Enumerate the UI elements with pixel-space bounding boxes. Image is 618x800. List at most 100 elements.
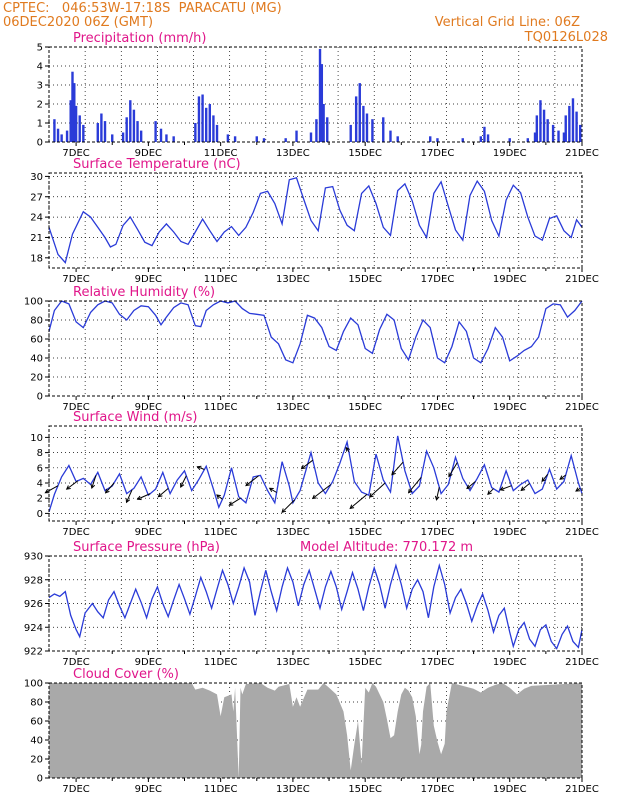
wind-vector	[500, 485, 512, 491]
precipitation-ytick-label: 3	[37, 81, 43, 92]
precipitation-bar	[349, 124, 352, 142]
precipitation-ytick-label: 1	[37, 119, 43, 130]
humidity-ytick-label: 40	[30, 354, 43, 365]
humidity-xtick-label: 15DEC	[348, 402, 382, 413]
precipitation-bar	[322, 104, 325, 142]
pressure-ytick-label: 928	[24, 575, 43, 586]
cloud-plot-frame	[48, 682, 583, 779]
pressure-xtick-label: 15DEC	[348, 657, 382, 668]
cloud-xtick-label: 15DEC	[348, 784, 382, 795]
wind-vector	[369, 482, 386, 498]
humidity-series-line	[48, 300, 583, 364]
run-date-label: 06DEC2020 06Z (GMT)	[3, 15, 154, 30]
precipitation-ytick-label: 2	[37, 100, 43, 111]
temperature-xtick-label: 9DEC	[135, 274, 162, 285]
temperature-xtick-label: 15DEC	[348, 274, 382, 285]
pressure-xtick-label: 17DEC	[421, 657, 455, 668]
wind-vector-head	[65, 485, 71, 490]
precipitation-bar	[320, 64, 324, 142]
precipitation-bar	[154, 121, 157, 142]
precipitation-bar	[382, 117, 385, 142]
precipitation-bar	[159, 128, 163, 142]
precipitation-bar	[389, 130, 392, 142]
wind-vector	[349, 494, 368, 509]
precipitation-bar	[100, 113, 103, 142]
wind-vector-head	[300, 464, 306, 470]
header: CPTEC: 046:53W-17:18S PARACATU (MG) 06DE…	[0, 0, 618, 50]
cloud-ytick-label: 20	[30, 755, 43, 766]
precipitation-bar	[96, 123, 99, 142]
pressure-title: Surface Pressure (hPa)	[73, 540, 220, 555]
cloud-ytick-label: 100	[24, 679, 43, 690]
temperature-ytick-label: 18	[30, 253, 43, 264]
precipitation-bar	[578, 124, 582, 142]
wind-xtick-label: 19DEC	[493, 527, 527, 538]
wind-vector	[466, 481, 476, 489]
wind-xtick-label: 21DEC	[565, 527, 599, 538]
wind-vector-head	[407, 488, 413, 494]
precipitation-bar	[201, 94, 204, 142]
cloud-ytick-label: 80	[30, 698, 43, 709]
pressure-xtick-label: 7DEC	[62, 657, 89, 668]
precipitation-bar	[564, 115, 567, 142]
humidity-title: Relative Humidity (%)	[73, 285, 215, 300]
pressure-xtick-label: 19DEC	[493, 657, 527, 668]
wind-vector	[45, 485, 59, 494]
precipitation-bar	[103, 121, 107, 142]
pressure-subtitle: Model Altitude: 770.172 m	[300, 540, 473, 555]
wind-ytick-label: 0	[37, 509, 43, 520]
precipitation-bar	[571, 98, 575, 142]
precipitation-xtick-label: 13DEC	[276, 148, 310, 159]
humidity-xtick-label: 9DEC	[135, 402, 162, 413]
wind-vector-head	[434, 495, 440, 501]
precipitation-bar	[326, 117, 329, 142]
wind-vector-head	[391, 470, 396, 476]
wind-vector	[91, 475, 97, 489]
temperature-title: Surface Temperature (nC)	[73, 157, 241, 172]
precipitation-bar	[551, 124, 555, 142]
humidity-ytick-label: 20	[30, 373, 43, 384]
cloud-xtick-label: 19DEC	[493, 784, 527, 795]
wind-vector-head	[268, 487, 274, 493]
wind-xtick-label: 9DEC	[135, 527, 162, 538]
precipitation-ytick-label: 4	[37, 62, 43, 73]
wind-ytick-label: 10	[30, 433, 43, 444]
precipitation-bar	[69, 100, 72, 142]
precipitation-ytick-label: 0	[37, 138, 43, 149]
vertical-grid-label: Vertical Grid Line: 06Z	[434, 15, 580, 30]
pressure-ytick-label: 930	[24, 552, 43, 563]
cloud-xtick-label: 7DEC	[62, 784, 89, 795]
precipitation-bar	[295, 130, 298, 142]
precipitation-bar	[483, 126, 486, 142]
precipitation-bar	[461, 138, 464, 142]
wind-vector	[312, 484, 332, 499]
wind-series-line	[48, 435, 583, 513]
precipitation-bar	[136, 121, 139, 142]
precipitation-title: Precipitation (mm/h)	[73, 31, 206, 46]
wind-vector	[229, 497, 241, 506]
wind-vector-head	[196, 465, 202, 471]
pressure-plot-frame	[48, 555, 583, 652]
wind-title: Surface Wind (m/s)	[73, 410, 197, 425]
model-code-label: TQ0126L028	[524, 30, 608, 45]
wind-xtick-label: 7DEC	[62, 527, 89, 538]
precipitation-bar	[197, 96, 201, 142]
wind-vector-head	[136, 495, 142, 501]
humidity-xtick-label: 7DEC	[62, 402, 89, 413]
wind-vector-head	[180, 482, 185, 488]
wind-vector	[487, 488, 494, 495]
wind-vector-head	[575, 487, 581, 492]
wind-vector	[541, 473, 549, 482]
precipitation-bar	[533, 132, 537, 142]
humidity-xtick-label: 11DEC	[204, 402, 238, 413]
wind-vector-head	[216, 494, 221, 499]
precipitation-bar	[78, 115, 81, 142]
precipitation-bar	[546, 119, 549, 142]
precipitation-bar	[562, 132, 566, 142]
precipitation-xtick-label: 15DEC	[348, 148, 382, 159]
wind-ytick-label: 6	[37, 463, 43, 474]
temperature-plot-frame	[48, 172, 583, 269]
precipitation-bar	[539, 100, 542, 142]
wind-vector	[105, 482, 115, 494]
pressure-xtick-label: 11DEC	[204, 657, 238, 668]
